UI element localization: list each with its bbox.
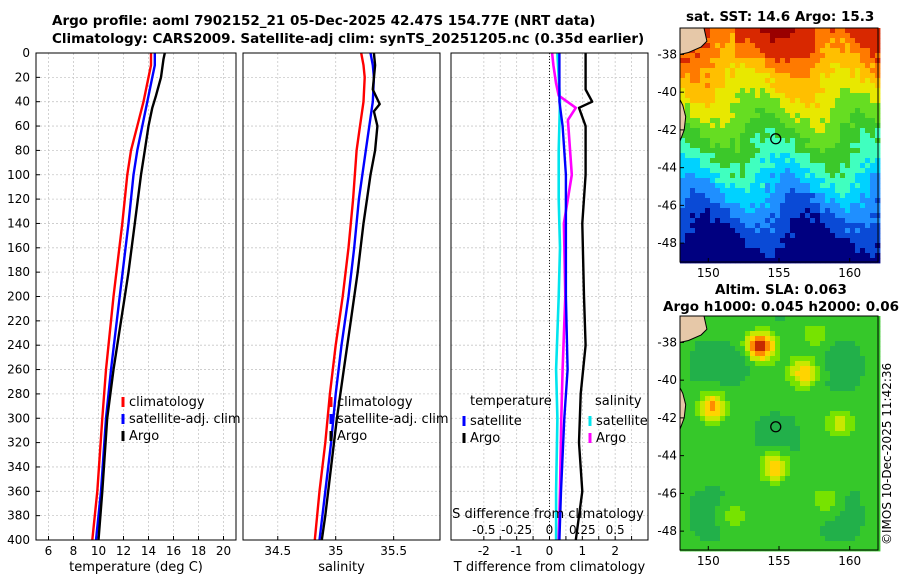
temp-panel-ytick-label: 380 (7, 509, 30, 523)
sla-map-xtick-label: 155 (768, 554, 791, 568)
sst-map-xtick-label: 160 (838, 266, 861, 280)
sst-map-xtick-label: 150 (697, 266, 720, 280)
diff-sal-legend-title: salinity (595, 394, 642, 409)
sla-map-ytick-label: -46 (657, 486, 677, 500)
diff-temp-legend-label: Argo (470, 431, 500, 446)
temp-panel-ytick-label: 220 (7, 314, 30, 328)
diff-sal-series-argo (550, 52, 578, 541)
temp-panel-xtick-label: 18 (191, 544, 206, 558)
sal-panel-xlabel: salinity (318, 560, 365, 575)
temp-panel-xtick-label: 14 (141, 544, 156, 558)
sal-series-argo (320, 52, 381, 541)
temp-panel-ytick-label: 140 (7, 216, 30, 230)
sla-map-ytick-label: -48 (657, 524, 677, 538)
temp-panel-ytick-label: 120 (7, 192, 30, 206)
temp-panel-ytick-label: 40 (15, 95, 30, 109)
sal-legend-label: climatology (337, 395, 413, 410)
temp-panel-ytick-label: 240 (7, 338, 30, 352)
sst-map-xtick-label: 155 (768, 266, 791, 280)
temp-panel-ytick-label: 20 (15, 70, 30, 84)
diff-panel-xlabel: T difference from climatology (453, 560, 646, 575)
temp-panel-ytick-label: 320 (7, 436, 30, 450)
sla-map-xtick-label: 160 (838, 554, 861, 568)
diff-sal-legend-label: Argo (596, 431, 626, 446)
diff-panel-x2tick-label: -0.5 (472, 523, 495, 537)
sal-panel-xtick-label: 35 (328, 544, 343, 558)
figure-title-line-2: Climatology: CARS2009. Satellite-adj cli… (52, 31, 645, 47)
temp-panel-ytick-label: 160 (7, 241, 30, 255)
sst-map-ytick-label: -42 (657, 123, 677, 137)
sst-map-ytick-label: -38 (657, 47, 677, 61)
sla-map-ytick-label: -42 (657, 411, 677, 425)
diff-temp-legend-label: satellite (470, 414, 522, 429)
temp-legend-label: Argo (129, 429, 159, 444)
temp-panel-ytick-label: 360 (7, 484, 30, 498)
temp-panel-xlabel: temperature (deg C) (69, 560, 203, 575)
diff-panel-x2tick-label: 0.5 (606, 523, 625, 537)
temp-panel-ytick-label: 300 (7, 411, 30, 425)
diff-panel-xtick-label: 1 (579, 544, 587, 558)
sla-map-xtick-label: 150 (697, 554, 720, 568)
temp-panel-ytick-label: 400 (7, 533, 30, 547)
sal-panel-frame (242, 52, 441, 541)
temp-panel-ytick-label: 180 (7, 265, 30, 279)
sla-map-ytick-label: -38 (657, 335, 677, 349)
diff-panel-x2label: S difference from climatology (452, 507, 644, 522)
temp-panel-ytick-label: 60 (15, 119, 30, 133)
temp-panel-xtick-label: 10 (91, 544, 106, 558)
temp-panel-xtick-label: 16 (166, 544, 181, 558)
temp-panel-xtick-label: 6 (45, 544, 53, 558)
figure-title-line-1: Argo profile: aoml 7902152_21 05-Dec-202… (52, 13, 596, 29)
sla-map-ytick-label: -44 (657, 449, 677, 463)
sla-map-cells (680, 316, 881, 552)
temp-panel-ytick-label: 0 (22, 46, 30, 60)
temp-panel-xtick-label: 20 (216, 544, 231, 558)
diff-temp-legend-title: temperature (470, 394, 552, 409)
sal-series-climatology (313, 52, 366, 541)
sla-map-ytick-label: -40 (657, 373, 677, 387)
sla-map-title-line-2: Argo h1000: 0.045 h2000: 0.06 (663, 299, 900, 315)
temp-panel-ytick-label: 100 (7, 168, 30, 182)
temp-legend-label: climatology (129, 395, 205, 410)
temp-panel-xtick-label: 8 (70, 544, 78, 558)
temp-panel-xtick-label: 12 (116, 544, 131, 558)
sla-map-argo-marker (770, 421, 782, 433)
diff-panel-xtick-label: 2 (611, 544, 619, 558)
temp-panel-ytick-label: 200 (7, 290, 30, 304)
diff-panel-x2tick-label: -0.25 (501, 523, 532, 537)
temp-panel-frame (35, 52, 237, 541)
sal-legend-label: satellite-adj. clim (337, 412, 449, 427)
diff-sal-legend-label: satellite (596, 414, 648, 429)
sst-map-argo-marker (770, 133, 782, 145)
temp-panel-ytick-label: 340 (7, 460, 30, 474)
sla-map-title-line-1: Altim. SLA: 0.063 (715, 282, 847, 298)
sal-panel-xtick-label: 35.5 (380, 544, 407, 558)
diff-panel-xtick-label: -2 (478, 544, 490, 558)
temp-panel-ytick-label: 80 (15, 143, 30, 157)
sst-map-ytick-label: -46 (657, 198, 677, 212)
diff-panel-x2tick-label: 0.25 (569, 523, 596, 537)
diff-panel-frame (450, 52, 649, 541)
sst-map-ytick-label: -44 (657, 161, 677, 175)
sst-map-title: sat. SST: 14.6 Argo: 15.3 (686, 9, 875, 25)
temp-legend-label: satellite-adj. clim (129, 412, 241, 427)
temp-series-climatology (91, 53, 153, 541)
diff-temp-series-satellite (558, 53, 569, 541)
diff-temp-series-argo (574, 53, 594, 541)
temp-panel-ytick-label: 280 (7, 387, 30, 401)
sst-map-ytick-label: -48 (657, 236, 677, 250)
temp-panel-ytick-label: 260 (7, 363, 30, 377)
sal-panel-xtick-label: 34.5 (264, 544, 291, 558)
temp-series-argo (97, 52, 166, 541)
diff-panel-x2tick-label: 0 (546, 523, 554, 537)
sst-map-ytick-label: -40 (657, 85, 677, 99)
diff-panel-xtick-label: -1 (511, 544, 523, 558)
sst-map-cells (680, 28, 881, 264)
diff-panel-xtick-label: 0 (546, 544, 554, 558)
sal-legend-label: Argo (337, 429, 367, 444)
